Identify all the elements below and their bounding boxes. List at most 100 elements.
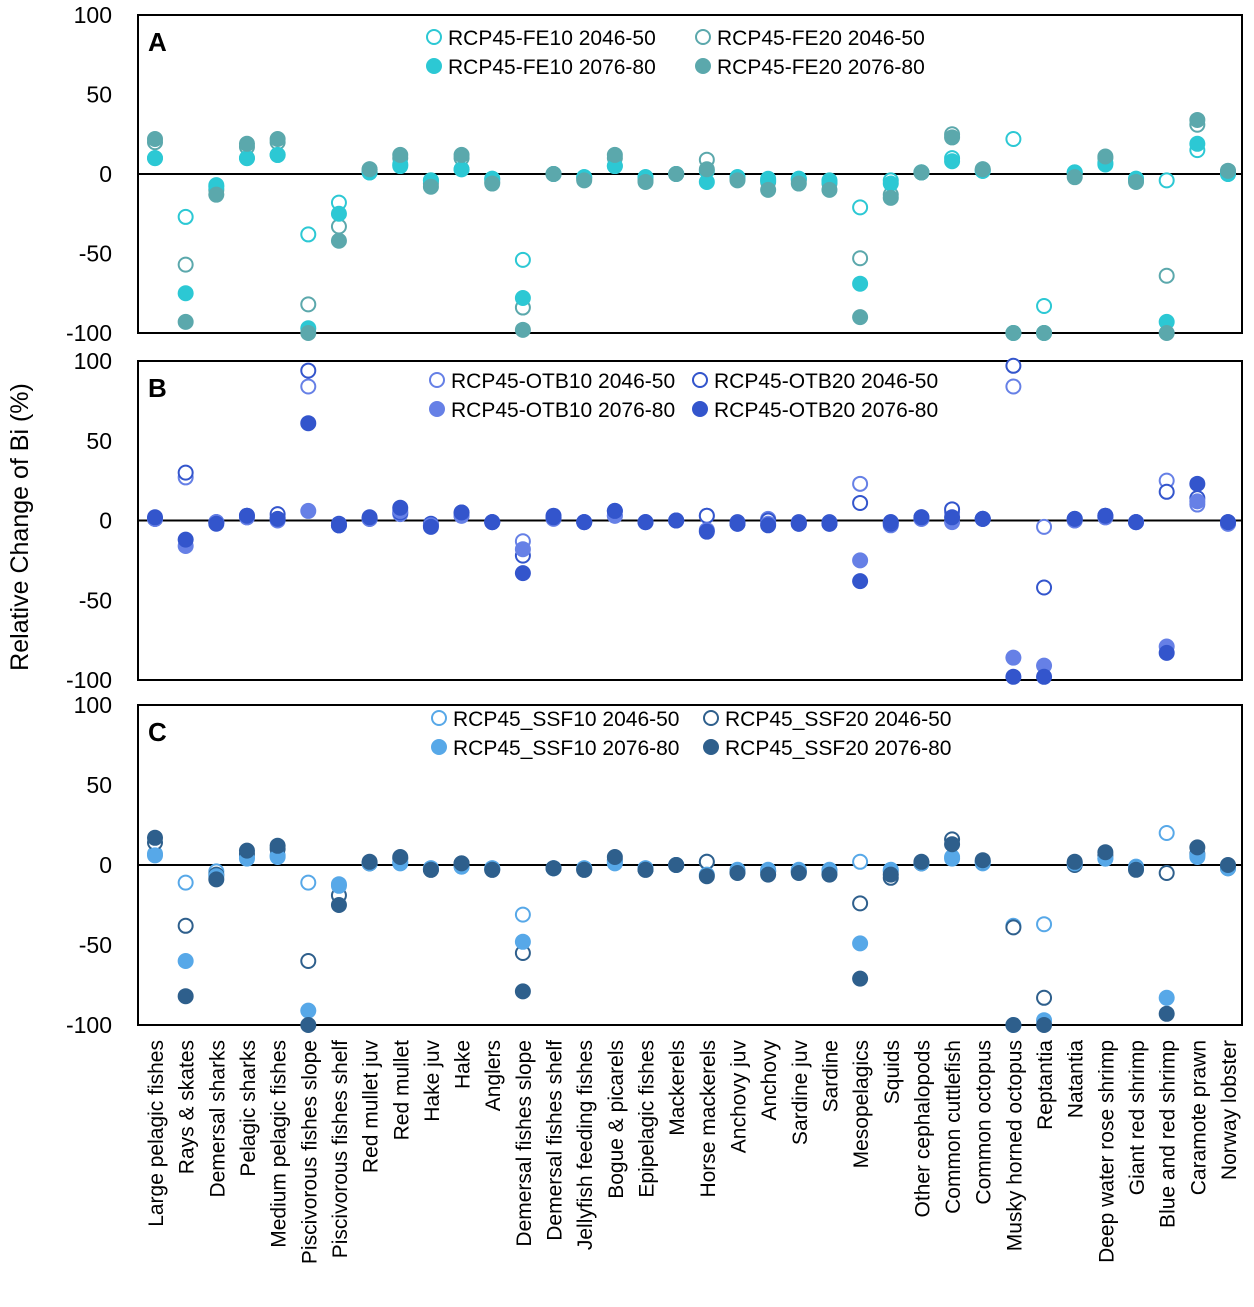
data-point-filled (852, 970, 869, 987)
data-point-filled (147, 847, 163, 864)
data-point-open (1005, 919, 1022, 936)
x-tick-label: Common cuttlefish (942, 1040, 965, 1214)
y-tick-label: -50 (79, 241, 112, 267)
data-point-open (852, 199, 869, 216)
data-point-open (514, 251, 531, 268)
x-tick-label: Large pelagic fishes (145, 1040, 168, 1227)
x-tick-label: Sardine (819, 1040, 842, 1112)
data-point-filled (269, 146, 286, 163)
data-point-open (300, 378, 317, 395)
legend-marker-open (695, 29, 711, 45)
data-point-filled (147, 131, 163, 148)
x-tick-label: Red mullet juv (360, 1040, 383, 1174)
legend-entry: RCP45-OTB10 2046-50 (429, 370, 675, 393)
data-point-filled (1005, 668, 1022, 685)
data-point-filled (300, 502, 317, 519)
y-tick-label: -100 (66, 320, 112, 346)
y-axis-title: Relative Change of Bi (%) (6, 383, 34, 671)
legend-marker-open (703, 710, 719, 726)
data-point-open (300, 953, 317, 969)
data-point-filled (852, 309, 869, 326)
data-point-filled (606, 849, 623, 865)
data-point-filled (576, 514, 593, 531)
data-point-filled (698, 161, 715, 178)
data-point-filled (514, 565, 531, 582)
data-point-open (1036, 579, 1053, 596)
legend-marker-open (431, 710, 447, 726)
data-point-open (1158, 825, 1175, 841)
data-point-filled (698, 868, 715, 885)
data-point-filled (238, 135, 255, 152)
data-point-filled (392, 499, 409, 516)
data-point-filled (269, 837, 286, 854)
data-point-filled (974, 161, 991, 178)
x-tick-label: Other cephalopods (911, 1040, 934, 1217)
data-point-open (177, 256, 194, 273)
data-point-filled (1128, 861, 1145, 878)
data-point-filled (668, 857, 685, 873)
panel-c: 100 50 0 -50 -100 C RCP45_SSF10 2046-50 RCP45_S… (66, 692, 1243, 1038)
data-point-filled (729, 515, 746, 532)
data-point-filled (1066, 169, 1083, 186)
x-tick-label: Epipelagic fishes (636, 1040, 659, 1198)
data-point-filled (1036, 657, 1053, 674)
data-point-open (177, 208, 194, 225)
legend-label: RCP45-FE10 2076-80 (448, 56, 656, 79)
legend-marker-filled (692, 401, 708, 417)
data-point-filled (361, 853, 378, 870)
data-point-open (1158, 172, 1175, 189)
data-point-open (1005, 357, 1022, 374)
legend-entry: RCP45-OTB10 2076-80 (429, 399, 675, 422)
data-point-filled (361, 161, 378, 178)
y-tick-label: -50 (79, 932, 112, 958)
data-point-filled (882, 189, 899, 206)
data-point-filled (1097, 148, 1114, 165)
y-tick-label: 100 (74, 348, 112, 374)
x-tick-label: Medium pelagic fishes (268, 1040, 291, 1248)
x-tick-label: Blue and red shrimp (1157, 1040, 1180, 1228)
x-tick-label: Common octopus (973, 1040, 996, 1205)
data-point-filled (944, 509, 961, 526)
panel-label: A (148, 27, 167, 57)
data-point-open (1158, 865, 1175, 881)
legend-marker-filled (695, 58, 711, 74)
data-point-filled (453, 146, 470, 163)
data-point-filled (177, 531, 194, 548)
x-tick-label: Sardine juv (789, 1040, 812, 1146)
data-point-filled (453, 855, 470, 872)
data-point-filled (668, 166, 685, 182)
data-point-filled (330, 205, 347, 222)
series (147, 415, 1236, 685)
data-point-filled (514, 541, 531, 558)
legend-label: RCP45_SSF10 2046-50 (453, 708, 679, 731)
legend-marker-filled (703, 739, 719, 755)
data-point-filled (1036, 1017, 1053, 1033)
data-point-filled (974, 510, 991, 527)
data-point-open (852, 250, 869, 267)
data-point-filled (330, 517, 347, 534)
x-tick-label: Musky horned octopus (1003, 1040, 1026, 1251)
legend-entry: RCP45_SSF10 2076-80 (431, 737, 679, 760)
x-tick-label: Rays & skates (176, 1040, 199, 1174)
data-point-filled (514, 290, 531, 307)
x-tick-label: Piscivorous fishes slope (298, 1040, 321, 1264)
data-point-filled (238, 150, 255, 167)
data-point-filled (422, 518, 439, 535)
panel-label: B (148, 373, 167, 403)
x-tick-label: Norway lobster (1218, 1040, 1241, 1180)
data-point-filled (852, 275, 869, 292)
data-point-filled (208, 871, 225, 888)
panel-a: 100 50 0 -50 -100 A RCP45-FE10 2046-50 RCP45-FE… (66, 2, 1243, 346)
y-tick-label: -50 (79, 587, 112, 613)
data-point-filled (821, 515, 838, 532)
y-tick-label: -100 (66, 1012, 112, 1038)
legend-entry: RCP45-FE10 2076-80 (426, 56, 656, 79)
data-point-filled (330, 877, 347, 894)
data-point-filled (1189, 111, 1206, 128)
data-point-filled (913, 509, 930, 526)
data-point-open (698, 507, 715, 524)
data-point-filled (882, 514, 899, 531)
data-point-filled (147, 509, 163, 526)
data-point-open (852, 494, 869, 511)
data-point-open (514, 906, 531, 923)
